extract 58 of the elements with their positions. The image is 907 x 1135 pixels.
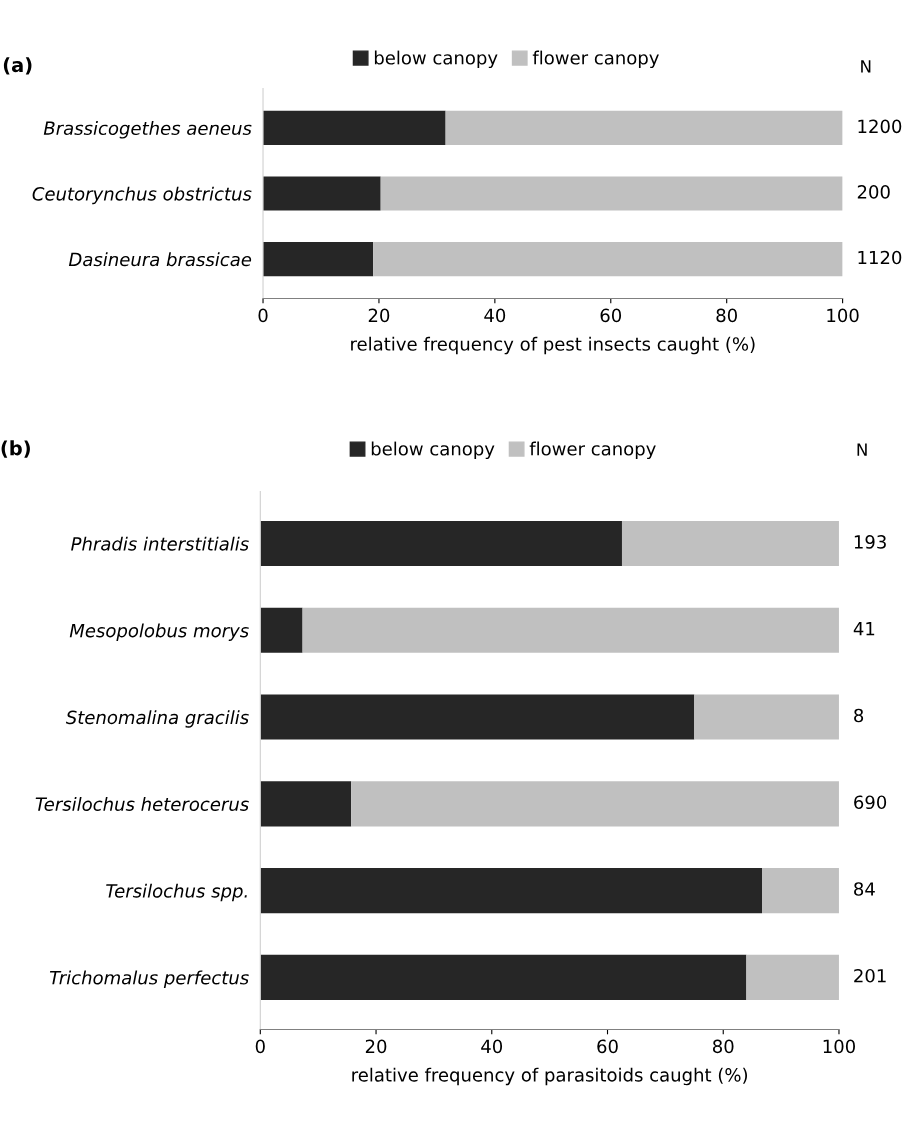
x-tick-label: 80 (716, 308, 737, 323)
y-tick-label: Tersilochus spp. (106, 883, 247, 902)
bar (694, 694, 839, 740)
text: 1120 (858, 250, 902, 265)
legend-label: below canopy (374, 50, 498, 69)
legend-label: below canopy (371, 441, 495, 460)
y-tick-label: Ceutorynchus obstrictus (32, 186, 252, 205)
text: 84 (854, 882, 875, 896)
text: 193 (854, 535, 886, 549)
y-tick-label: Stenomalina gracilis (65, 710, 249, 728)
legend-label: flower canopy (532, 50, 659, 69)
x-tick-label: 100 (823, 1039, 856, 1054)
bar (263, 176, 381, 211)
x-tick-label: 60 (597, 1039, 618, 1054)
text: N (857, 443, 867, 456)
y-tick-label: Brassicogethes aeneus (43, 121, 252, 139)
x-axis-title: relative frequency of pest insects caught (%) (351, 336, 755, 355)
x-tick-label: 100 (827, 308, 859, 323)
y-tick-label: Phradis interstitialis (71, 536, 249, 551)
x-tick-label: 0 (258, 308, 268, 323)
x-tick-label: 40 (484, 308, 506, 323)
y-tick-label: Tersilochus heterocerus (35, 796, 249, 811)
text: (b) (1, 440, 30, 458)
bar (263, 110, 446, 145)
bar (351, 781, 839, 827)
text: 41 (853, 622, 875, 636)
text: (a) (3, 57, 32, 75)
bar (260, 694, 695, 740)
bar (746, 954, 839, 1000)
bar (260, 954, 747, 1000)
bar (445, 110, 843, 145)
text: N (861, 60, 871, 73)
bar (263, 242, 374, 277)
x-axis-title: relative frequency of parasitoids caught (%) (352, 1067, 748, 1086)
bar (621, 520, 839, 567)
text: 1200 (858, 119, 902, 134)
x-tick-label: 40 (481, 1039, 503, 1054)
text: 8 (854, 708, 864, 723)
x-tick-label: 0 (255, 1039, 265, 1054)
x-tick-label: 20 (365, 1039, 387, 1054)
bar (260, 868, 763, 914)
x-tick-label: 60 (600, 308, 622, 323)
bar (380, 176, 843, 211)
text: 201 (854, 968, 886, 983)
legend-label: flower canopy (529, 441, 656, 460)
text: 200 (857, 185, 890, 199)
y-tick-label: Dasineura brassicae (68, 252, 252, 267)
bar (260, 520, 622, 567)
text: 690 (854, 795, 887, 810)
x-tick-label: 80 (712, 1039, 734, 1054)
x-tick-label: 20 (368, 308, 390, 323)
bar (762, 868, 839, 914)
bar (302, 607, 839, 653)
y-tick-label: Mesopolobus morys (69, 623, 249, 641)
bar (260, 607, 303, 653)
bar (373, 242, 843, 277)
bar (260, 781, 352, 827)
y-tick-label: Trichomalus perfectus (49, 970, 249, 988)
